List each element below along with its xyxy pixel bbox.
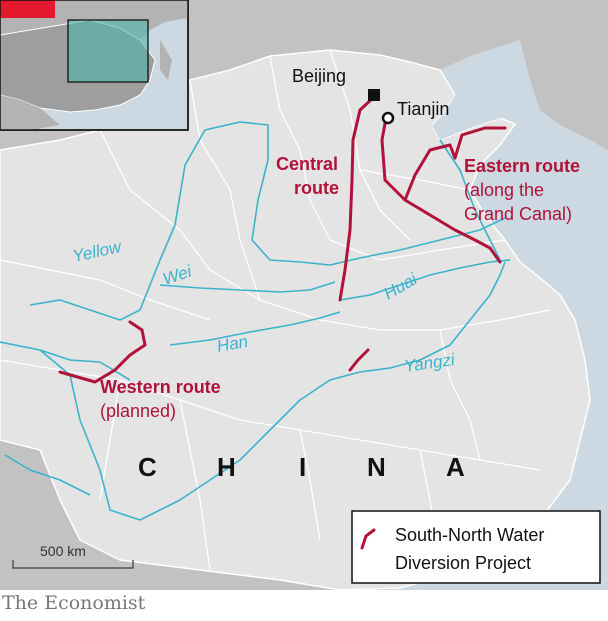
other-land-korea <box>520 24 608 150</box>
inset-map <box>0 0 189 131</box>
rivers <box>0 121 511 521</box>
legend-swatch <box>360 528 376 550</box>
legend: South-North Water Diversion Project <box>351 510 601 584</box>
country-label: C H I N A <box>138 452 466 482</box>
western-route-label: Western route <box>100 377 221 397</box>
central-route-label: Central <box>276 154 338 174</box>
bohai-sea <box>432 90 512 140</box>
country-letter-i: I <box>299 452 307 482</box>
huai-river <box>339 259 511 301</box>
central-route-south <box>348 348 370 372</box>
country-letter-h: H <box>217 452 237 482</box>
beijing-marker <box>368 89 380 101</box>
province-borders <box>0 49 551 571</box>
eastern-route-branch <box>403 143 457 202</box>
yangzi-river <box>0 261 506 521</box>
eastern-route-label-2: (along the <box>464 180 544 200</box>
eastern-route-main <box>380 116 502 264</box>
eastern-route-label-3: Grand Canal) <box>464 204 572 224</box>
country-letter-a: A <box>446 452 466 482</box>
eastern-route-label: Eastern route <box>464 156 580 176</box>
grand-canal-river <box>439 139 501 261</box>
han-river <box>169 311 341 346</box>
yellow-river <box>29 121 506 321</box>
scale-label: 500 km <box>40 543 86 559</box>
western-route-label-2: (planned) <box>100 401 176 421</box>
inset-focus-area <box>67 19 149 83</box>
tianjin-label: Tianjin <box>397 99 449 119</box>
river-network-west <box>4 454 91 496</box>
inset-corner-tag <box>0 0 55 18</box>
other-land-southwest <box>0 440 340 590</box>
western-route-line <box>58 320 147 384</box>
central-route-label-2: route <box>294 178 339 198</box>
scale-bar: 500 km <box>12 543 134 569</box>
central-route-line <box>338 95 376 302</box>
eastern-route-east <box>453 126 507 160</box>
country-letter-n: N <box>367 452 387 482</box>
map: Beijing Tianjin Central route Eastern ro… <box>0 0 608 590</box>
tianjin-marker <box>381 111 395 125</box>
beijing-label: Beijing <box>292 66 346 86</box>
legend-line-1: South-North Water <box>395 525 544 545</box>
routes <box>58 95 507 384</box>
legend-line-2: Diversion Project <box>395 553 531 573</box>
publisher-credit: The Economist <box>2 592 146 614</box>
country-letter-c: C <box>138 452 158 482</box>
wei-river <box>159 281 336 293</box>
